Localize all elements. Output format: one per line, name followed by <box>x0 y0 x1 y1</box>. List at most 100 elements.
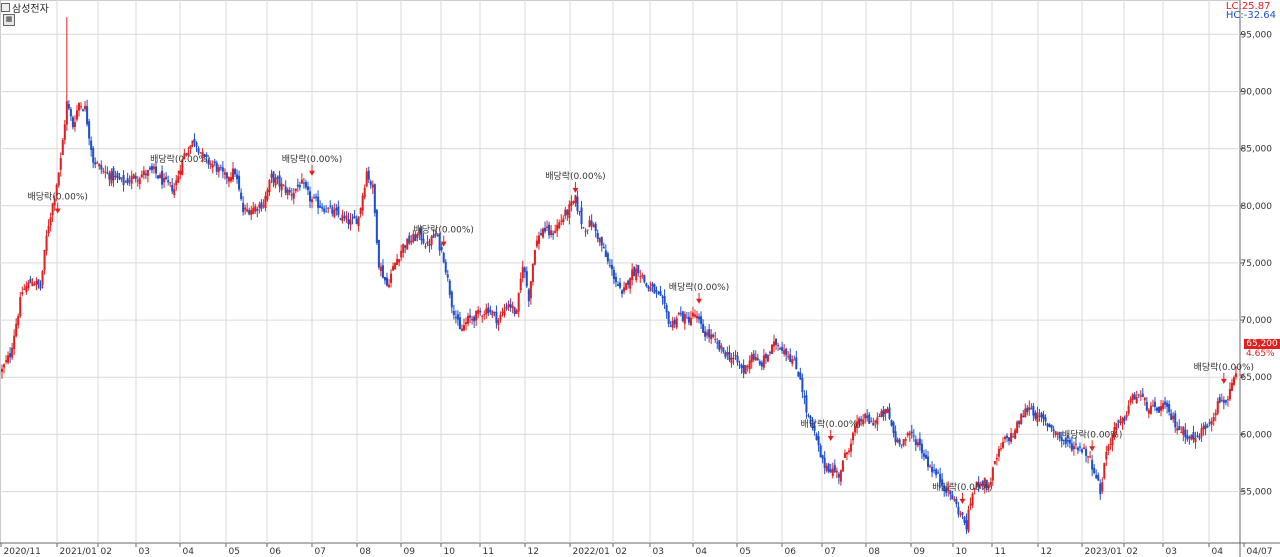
candle-body <box>1111 433 1114 446</box>
candle-body <box>469 315 472 318</box>
candle-body <box>910 431 913 434</box>
candle-body <box>199 152 202 154</box>
candle-body <box>1056 433 1059 435</box>
candle-body <box>485 308 488 315</box>
candle-body <box>862 419 865 425</box>
candle-body <box>730 357 733 364</box>
candle-body <box>1010 433 1013 442</box>
candle-body <box>1006 435 1009 439</box>
candle-body <box>627 280 630 285</box>
candle-body <box>69 109 72 117</box>
candle-body <box>161 170 164 185</box>
candle-body <box>1127 405 1130 414</box>
candle-body <box>673 319 676 325</box>
candle-body <box>25 286 28 293</box>
candle-body <box>892 422 895 434</box>
candle-body <box>394 262 397 270</box>
candle-body <box>578 211 581 213</box>
candle-body <box>669 325 672 327</box>
candle-body <box>829 469 832 473</box>
candle-body <box>416 234 419 238</box>
candle-body <box>1125 414 1128 418</box>
dividend-arrow-icon <box>309 170 316 176</box>
candle-body <box>112 167 115 181</box>
table-icon[interactable]: ▦ <box>3 14 15 26</box>
candle-body <box>1208 422 1211 424</box>
x-tick-label: 06 <box>270 547 282 557</box>
candle-body <box>426 241 429 244</box>
candle-body <box>278 175 281 187</box>
candle-body <box>165 176 168 180</box>
candle-body <box>242 202 245 213</box>
candle-body <box>896 439 899 442</box>
candle-body <box>1123 417 1126 421</box>
dividend-arrow-icon <box>1220 378 1227 384</box>
candle-body <box>760 362 763 367</box>
candle-body <box>807 415 810 417</box>
candle-body <box>706 332 709 336</box>
candle-body <box>977 481 980 488</box>
candle-body <box>1012 436 1015 438</box>
candle-body <box>764 354 767 359</box>
candle-body <box>843 453 846 458</box>
candle-body <box>61 140 64 156</box>
candle-body <box>758 361 761 365</box>
candle-body <box>446 274 449 278</box>
candle-body <box>880 411 883 417</box>
y-tick-label: 70,000 <box>1241 316 1273 326</box>
candle-body <box>53 198 56 206</box>
collapse-icon[interactable] <box>1 2 10 12</box>
candle-body <box>949 490 952 495</box>
candle-body <box>1036 412 1039 423</box>
x-tick-label: 04 <box>696 547 708 557</box>
candle-body <box>625 282 628 290</box>
candle-body <box>477 309 480 315</box>
candle-body <box>1220 399 1223 401</box>
candle-body <box>1224 400 1227 403</box>
candle-body <box>708 329 711 338</box>
candle-body <box>588 220 591 228</box>
candle-body <box>712 334 715 337</box>
candle-body <box>787 356 790 358</box>
candle-body <box>981 480 984 485</box>
candle-body <box>1166 402 1169 407</box>
candle-body <box>568 204 571 219</box>
candle-body <box>150 165 153 171</box>
candle-body <box>189 145 192 150</box>
candle-body <box>700 316 703 324</box>
candle-body <box>957 506 960 515</box>
candle-body <box>146 170 149 176</box>
candle-body <box>789 354 792 362</box>
candle-body <box>590 220 593 226</box>
candle-body <box>1115 423 1118 430</box>
y-tick-label: 95,000 <box>1241 30 1273 40</box>
chart-header: 삼성전자 <box>1 1 49 15</box>
candle-body <box>236 174 239 180</box>
candle-body <box>195 142 198 147</box>
candle-body <box>616 284 620 286</box>
candle-body <box>1228 388 1231 400</box>
candle-body <box>1210 421 1213 425</box>
candle-body <box>924 454 928 459</box>
candle-body <box>229 177 232 182</box>
candle-body <box>329 205 332 207</box>
candle-body <box>365 171 368 187</box>
candle-body <box>11 347 14 358</box>
candle-body <box>781 346 784 351</box>
candle-body <box>110 171 113 184</box>
y-tick-label: 75,000 <box>1241 259 1273 269</box>
candle-body <box>639 276 642 278</box>
candle-body <box>1121 418 1124 424</box>
candle-body <box>77 103 81 111</box>
candle-body <box>412 233 415 242</box>
candle-body <box>448 280 451 295</box>
candle-body <box>882 409 885 417</box>
candle-body <box>323 208 326 212</box>
candle-body <box>922 453 925 457</box>
candle-body <box>9 353 12 358</box>
candle-body <box>959 514 962 516</box>
candle-body <box>124 181 127 183</box>
dividend-label: 배당락(0.00%) <box>669 281 729 293</box>
candle-body <box>884 409 887 415</box>
